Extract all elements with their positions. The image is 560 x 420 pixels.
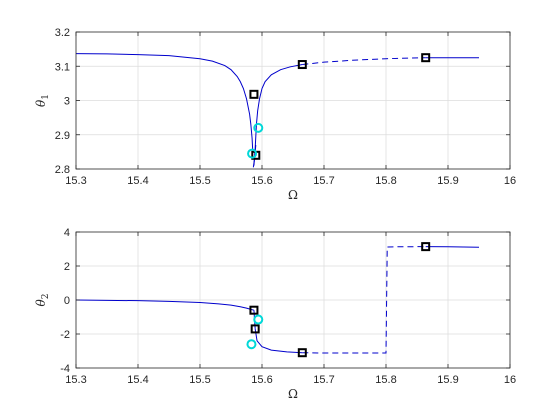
x-tick-label: 15.9 [437,374,458,386]
marker-square [249,89,259,99]
x-tick-label: 15.8 [375,175,396,187]
y-axis-label: θ2 [34,294,51,307]
y-tick-label: 2.9 [55,130,70,142]
x-axis-label: Ω [288,387,298,401]
series-line-1 [76,299,255,311]
x-tick-label: 15.7 [313,374,334,386]
marker-square [297,348,307,358]
x-tick-label: 15.6 [251,374,272,386]
marker-square [421,242,431,252]
x-tick-label: 16 [504,374,516,386]
x-tick-label: 15.4 [127,374,148,386]
series-group [76,53,479,168]
x-tick-label: 15.4 [127,175,148,187]
marker-square [297,60,307,70]
x-axis-label: Ω [288,188,298,202]
series-line-4 [302,246,426,354]
y-tick-label: -4 [60,363,70,375]
subplot-2: 15.3 15.4 15.5 15.6 15.7 15.8 15.9 16 -4 -2 0 2 4 Ωθ2 [34,227,516,401]
series-line-5 [425,246,480,248]
y-axis-label: θ1 [34,94,51,107]
x-tick-label: 15.3 [65,374,86,386]
x-tick-label: 15.9 [437,175,458,187]
y-tick-label: 3.2 [55,27,70,39]
x-tick-label: 15.8 [375,374,396,386]
x-tick-label: 15.5 [189,374,210,386]
marker-circle [247,148,258,159]
marker-circle [253,314,264,325]
x-tick-label: 15.3 [65,175,86,187]
y-tick-label: 3 [64,96,70,108]
y-tick-label: 2 [64,261,70,273]
x-tick-label: 15.5 [189,175,210,187]
x-tick-label: 15.7 [313,175,334,187]
subplot-1: 15.3 15.4 15.5 15.6 15.7 15.8 15.9 16 2.8 2.9 3 3.1… [34,27,516,202]
x-tick-label: 16 [504,175,516,187]
x-tick-label: 15.6 [251,175,272,187]
series-line-4 [302,57,426,66]
y-tick-label: 3.1 [55,61,70,73]
marker-circle [253,122,264,133]
series-line-3 [253,64,303,166]
marker-square [249,305,259,315]
y-tick-label: 4 [64,227,70,239]
marker-square [250,324,260,334]
y-tick-label: -2 [60,329,70,341]
series-group [76,246,480,354]
y-tick-label: 0 [64,295,70,307]
y-tick-label: 2.8 [55,164,70,176]
marker-circle [246,339,257,350]
marker-square [421,53,431,63]
series-line-1 [76,53,254,151]
series-line-3 [254,328,303,354]
